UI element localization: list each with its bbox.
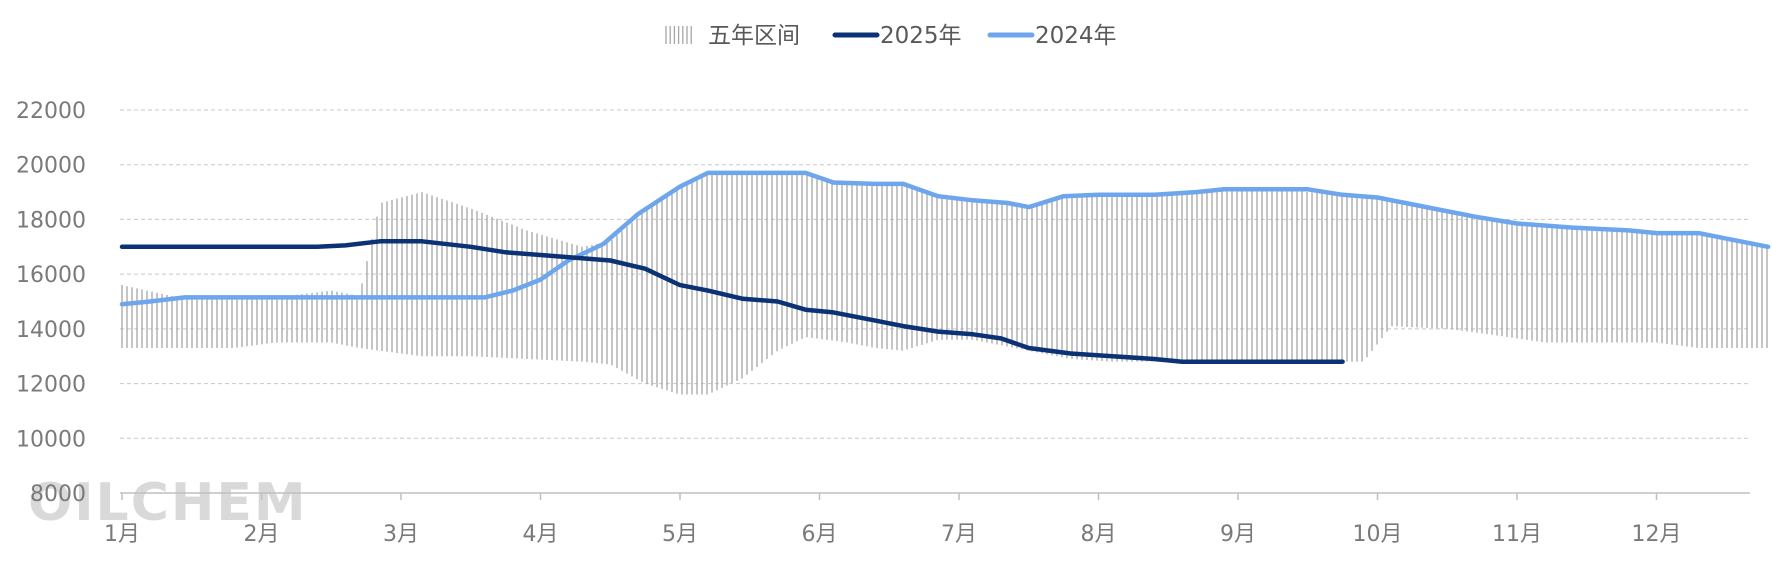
grid — [120, 109, 1750, 439]
y-tick-label-18000: 18000 — [16, 208, 86, 233]
x-tick-label-6: 6月 — [802, 522, 838, 547]
band-five-year-range — [121, 172, 1768, 395]
legend-swatch-band — [665, 26, 692, 44]
legend: 五年区间 2025年 2024年 — [665, 23, 1117, 49]
x-axis: 1月 2月 3月 4月 5月 6月 7月 8月 9月 10月 11月 12月 — [104, 492, 1750, 547]
x-tick-label-11: 11月 — [1492, 522, 1542, 547]
y-tick-label-8000: 8000 — [30, 482, 86, 507]
x-tick-label-3: 3月 — [383, 522, 419, 547]
x-tick-label-1: 1月 — [104, 522, 140, 547]
legend-label-2025年: 2025年 — [880, 23, 962, 49]
x-tick-label-2: 2月 — [244, 522, 280, 547]
x-tick-label-9: 9月 — [1220, 522, 1256, 547]
y-tick-label-16000: 16000 — [16, 263, 86, 288]
y-axis: 8000 10000 12000 14000 16000 18000 20000 22000 — [16, 99, 86, 507]
x-tick-label-4: 4月 — [523, 522, 559, 547]
x-tick-label-10: 10月 — [1353, 522, 1403, 547]
series-lines — [119, 170, 1771, 364]
watermark: OILCHEM — [28, 473, 308, 533]
legend-label-band: 五年区间 — [708, 23, 800, 49]
x-tick-label-5: 5月 — [662, 522, 698, 547]
y-tick-label-10000: 10000 — [16, 427, 86, 452]
y-tick-label-20000: 20000 — [16, 154, 86, 179]
x-tick-label-8: 8月 — [1081, 522, 1117, 547]
x-tick-label-12: 12月 — [1632, 522, 1682, 547]
watermark-text: OILCHEM — [28, 473, 308, 533]
legend-label-2024年: 2024年 — [1035, 23, 1117, 49]
y-tick-label-12000: 12000 — [16, 373, 86, 398]
series-line-2024年 — [119, 170, 1771, 307]
y-tick-label-22000: 22000 — [16, 99, 86, 124]
y-tick-label-14000: 14000 — [16, 318, 86, 343]
x-tick-label-7: 7月 — [941, 522, 977, 547]
series-line-2025年 — [119, 239, 1345, 364]
